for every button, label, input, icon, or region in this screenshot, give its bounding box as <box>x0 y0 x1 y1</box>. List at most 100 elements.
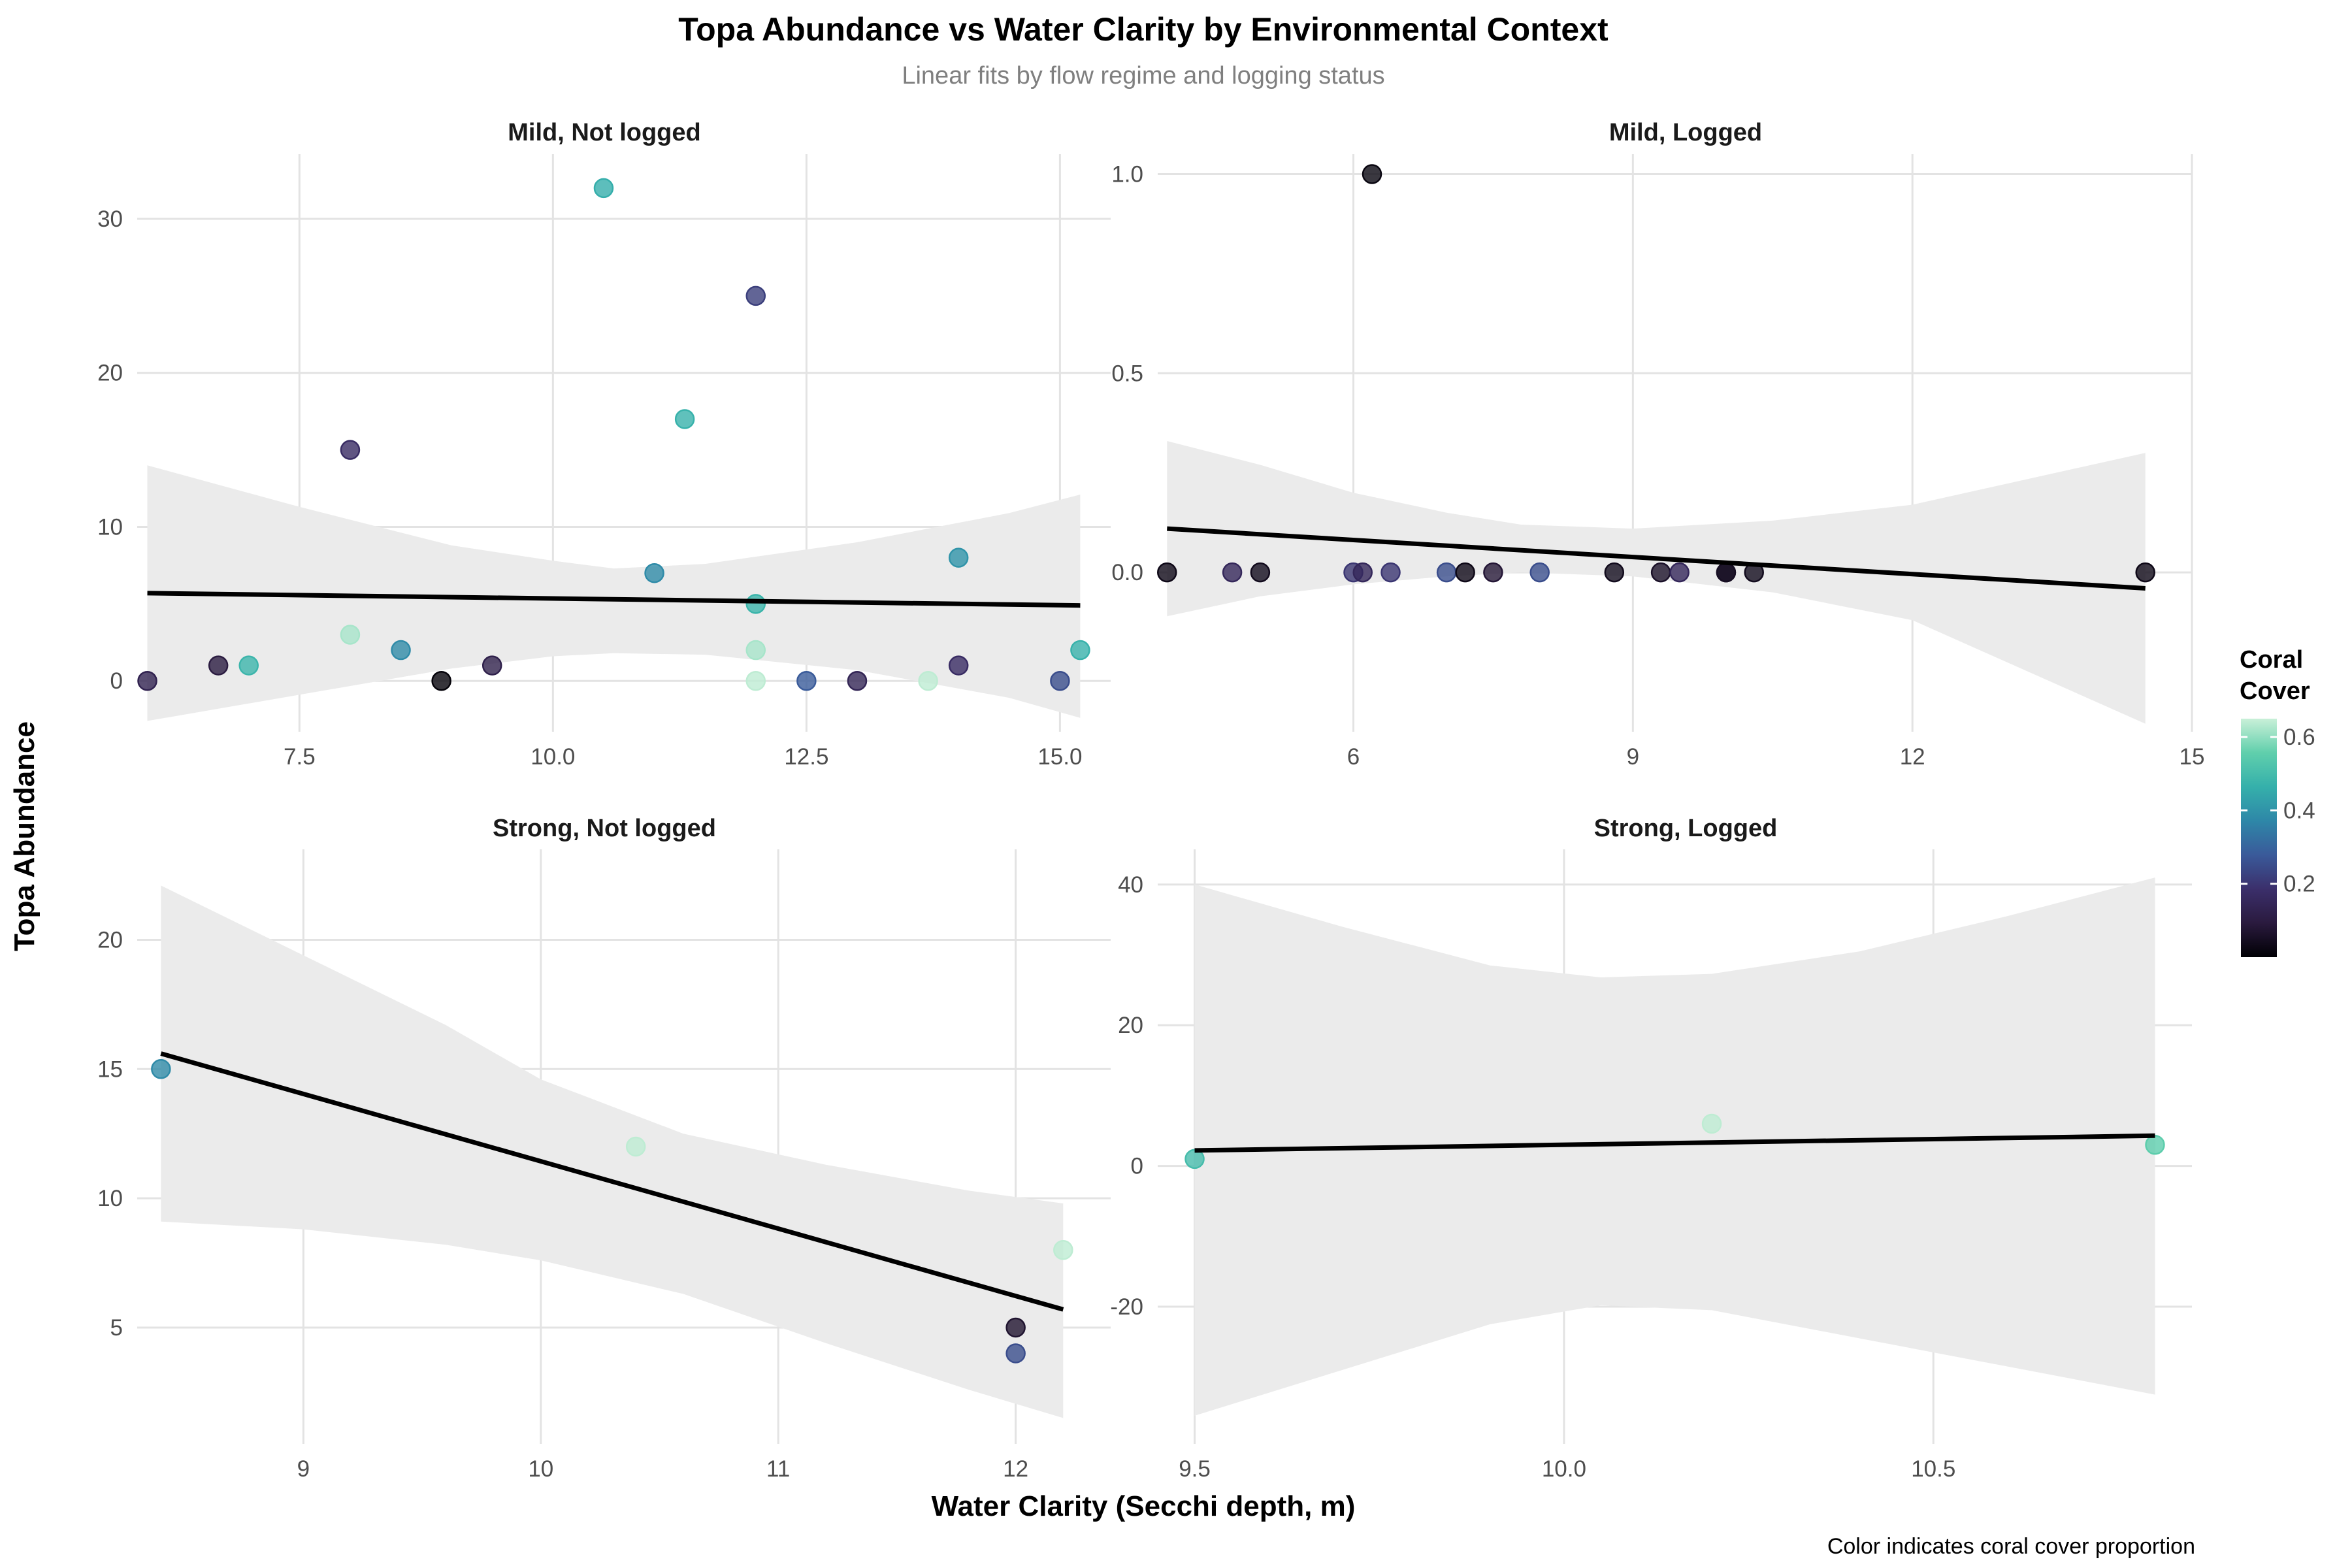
facet-panel: Strong, Not logged 9 10 11 12 5 10 15 20 <box>97 815 1111 1482</box>
data-point <box>208 655 229 676</box>
panel-title: Mild, Logged <box>1609 119 1762 146</box>
data-point <box>796 670 817 691</box>
legend-colorbar <box>2241 719 2277 957</box>
x-tick-label: 12 <box>1900 744 1925 770</box>
facet-panel: Strong, Logged 9.5 10.0 10.5 -20 0 20 40 <box>1110 815 2192 1482</box>
color-legend: Coral Cover 0.2 0.4 0.6 <box>2240 646 2315 957</box>
data-point <box>644 563 664 583</box>
data-point <box>745 640 766 661</box>
y-tick-label: 10 <box>97 514 123 540</box>
y-tick-label: -20 <box>1110 1294 1143 1320</box>
legend-tick-label: 0.4 <box>2283 798 2315 823</box>
data-point <box>1070 640 1090 661</box>
data-point <box>1650 562 1671 583</box>
legend-title-line2: Cover <box>2240 678 2310 705</box>
data-point <box>238 655 259 676</box>
data-point <box>593 178 614 199</box>
x-tick-label: 10.5 <box>1911 1456 1955 1482</box>
chart-title: Topa Abundance vs Water Clarity by Envir… <box>678 11 1609 48</box>
data-point <box>340 625 361 645</box>
caption: Color indicates coral cover proportion <box>1827 1534 2195 1559</box>
data-point <box>482 655 502 676</box>
x-tick-label: 10 <box>528 1456 553 1482</box>
data-point <box>1222 562 1243 583</box>
fit-line <box>1167 526 2146 591</box>
data-point <box>151 1059 171 1079</box>
data-point <box>2135 562 2155 583</box>
data-point <box>1005 1317 1026 1338</box>
data-point <box>1701 1113 1722 1134</box>
y-tick-label: 20 <box>97 361 123 386</box>
data-point <box>1669 562 1690 583</box>
data-point <box>1362 164 1382 184</box>
legend-tick-label: 0.2 <box>2283 872 2315 897</box>
x-tick-label: 12.5 <box>784 744 828 770</box>
data-point <box>674 409 695 429</box>
data-point <box>745 286 766 306</box>
data-point <box>745 594 766 614</box>
data-point <box>137 670 157 691</box>
legend-tick-label: 0.6 <box>2283 725 2315 750</box>
data-point <box>2145 1135 2165 1155</box>
data-point <box>918 670 938 691</box>
data-point <box>391 640 411 661</box>
data-point <box>1436 562 1457 583</box>
data-point <box>1483 562 1503 583</box>
confidence-band <box>147 465 1081 721</box>
data-point <box>1529 562 1550 583</box>
data-point <box>340 440 361 460</box>
x-tick-label: 7.5 <box>284 744 316 770</box>
confidence-band <box>161 885 1064 1418</box>
x-tick-label: 11 <box>766 1456 790 1482</box>
data-point <box>1604 562 1625 583</box>
data-point <box>1050 670 1070 691</box>
x-tick-label: 9 <box>297 1456 310 1482</box>
y-tick-label: 0 <box>110 668 123 694</box>
chart-subtitle: Linear fits by flow regime and logging s… <box>902 62 1384 90</box>
y-tick-label: 0.5 <box>1111 361 1143 386</box>
data-point <box>1157 562 1177 583</box>
data-point <box>1380 562 1401 583</box>
x-tick-label: 10.0 <box>1542 1456 1586 1482</box>
data-point <box>1005 1343 1026 1364</box>
data-point <box>1455 562 1475 583</box>
x-axis-label: Water Clarity (Secchi depth, m) <box>932 1490 1356 1522</box>
fit-line <box>1194 1133 2155 1153</box>
data-point <box>625 1136 646 1157</box>
fit-line <box>160 1051 1064 1312</box>
legend-title-line1: Coral <box>2240 646 2303 674</box>
x-tick-label: 15.0 <box>1037 744 1082 770</box>
y-axis-label: Topa Abundance <box>8 721 41 951</box>
data-point <box>1716 562 1737 583</box>
x-tick-label: 12 <box>1003 1456 1028 1482</box>
panel-title: Mild, Not logged <box>508 119 701 146</box>
y-tick-label: 10 <box>97 1186 123 1211</box>
data-point <box>948 655 969 676</box>
y-tick-label: 1.0 <box>1111 161 1143 187</box>
y-tick-label: 15 <box>97 1056 123 1082</box>
x-tick-label: 15 <box>2180 744 2205 770</box>
confidence-band <box>1167 441 2146 724</box>
x-tick-label: 9.5 <box>1179 1456 1211 1482</box>
y-tick-label: 0.0 <box>1111 560 1143 585</box>
data-point <box>745 670 766 691</box>
panel-title: Strong, Not logged <box>493 815 716 842</box>
y-tick-label: 30 <box>97 206 123 232</box>
data-point <box>431 670 451 691</box>
x-tick-label: 10.0 <box>531 744 575 770</box>
y-tick-label: 40 <box>1118 872 1143 898</box>
y-tick-label: 20 <box>1118 1013 1143 1038</box>
panel-title: Strong, Logged <box>1594 815 1778 842</box>
x-tick-label: 6 <box>1347 744 1360 770</box>
confidence-band <box>1194 877 2155 1416</box>
data-point <box>1053 1240 1073 1260</box>
data-point <box>1250 562 1271 583</box>
y-tick-label: 20 <box>97 927 123 953</box>
facet-panel: Mild, Logged 6 9 12 15 0.0 0.5 1.0 <box>1111 119 2204 770</box>
facet-panel: Mild, Not logged 7.5 10.0 12.5 15.0 0 10 20 30 <box>97 119 1111 770</box>
fit-line <box>147 591 1081 608</box>
y-tick-label: 5 <box>110 1315 123 1341</box>
